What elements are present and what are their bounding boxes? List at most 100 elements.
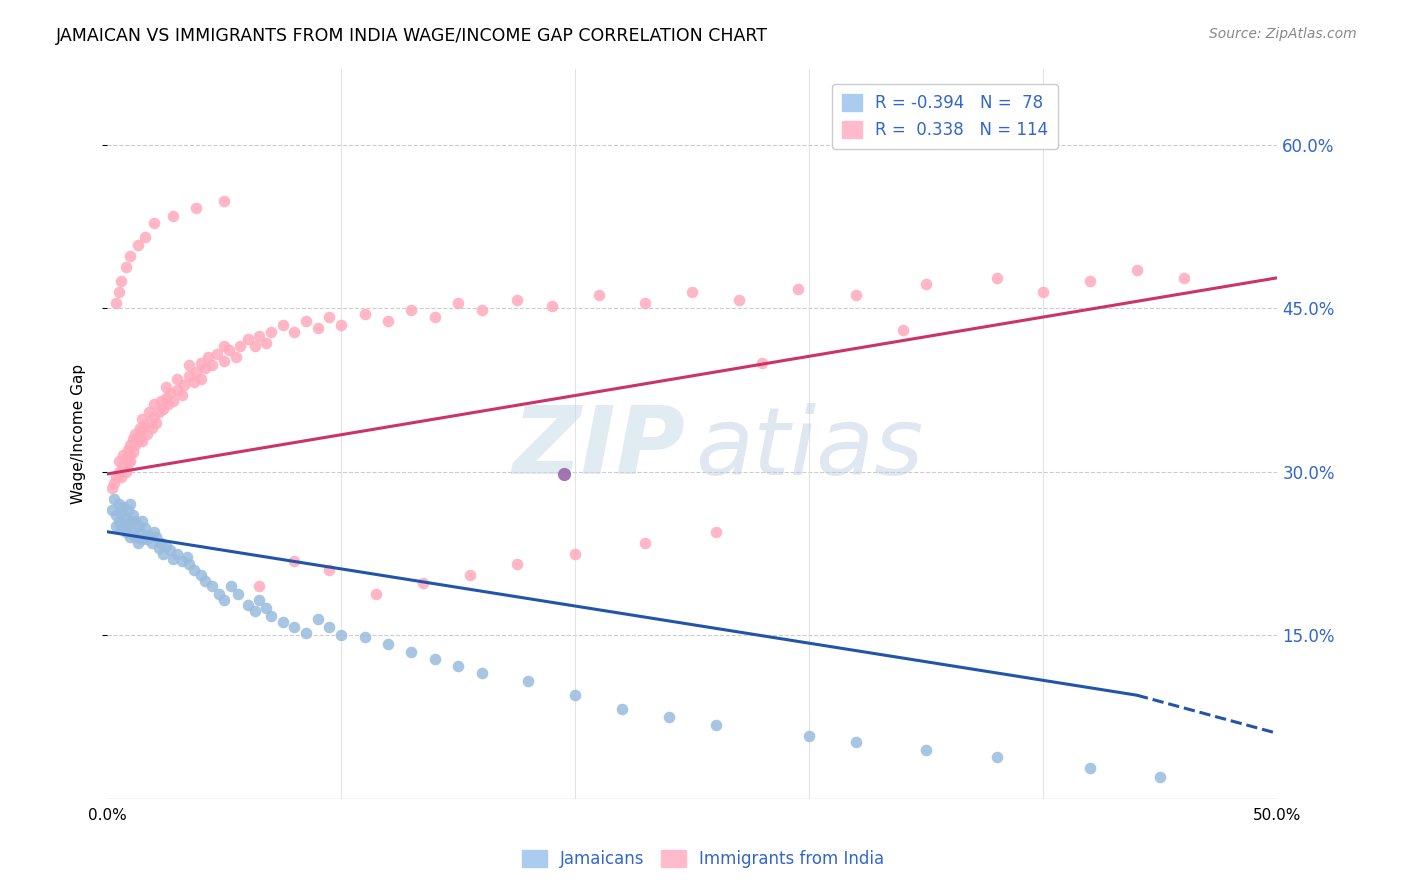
Point xyxy=(155,391,177,405)
Point xyxy=(134,419,156,434)
Point xyxy=(121,508,143,523)
Point xyxy=(353,307,375,321)
Point xyxy=(226,587,249,601)
Point xyxy=(915,742,938,756)
Point xyxy=(138,405,160,419)
Point xyxy=(704,524,727,539)
Point xyxy=(458,568,481,582)
Point xyxy=(107,465,129,479)
Point xyxy=(114,524,136,539)
Point xyxy=(353,631,375,645)
Point xyxy=(190,356,212,370)
Point xyxy=(517,674,540,689)
Point xyxy=(201,579,224,593)
Point xyxy=(107,498,129,512)
Point xyxy=(103,475,125,490)
Point xyxy=(471,303,494,318)
Point xyxy=(120,249,142,263)
Point xyxy=(131,514,153,528)
Point xyxy=(1078,761,1101,775)
Point xyxy=(283,554,305,568)
Point xyxy=(142,524,165,539)
Point xyxy=(149,393,172,408)
Point xyxy=(247,579,270,593)
Point xyxy=(751,356,773,370)
Point xyxy=(152,401,174,416)
Point xyxy=(197,351,219,365)
Point xyxy=(121,524,143,539)
Legend: Jamaicans, Immigrants from India: Jamaicans, Immigrants from India xyxy=(515,843,891,875)
Point xyxy=(1032,285,1054,299)
Point xyxy=(100,503,122,517)
Point xyxy=(243,604,266,618)
Point xyxy=(728,293,751,307)
Point xyxy=(330,628,353,642)
Point xyxy=(134,521,156,535)
Point xyxy=(704,717,727,731)
Point xyxy=(142,216,165,230)
Point xyxy=(295,626,318,640)
Point xyxy=(271,318,294,332)
Point xyxy=(110,274,132,288)
Point xyxy=(219,579,242,593)
Point xyxy=(283,619,305,633)
Point xyxy=(190,372,212,386)
Point xyxy=(891,323,914,337)
Point xyxy=(183,563,205,577)
Point xyxy=(183,376,205,390)
Y-axis label: Wage/Income Gap: Wage/Income Gap xyxy=(72,364,86,504)
Point xyxy=(120,449,142,463)
Point xyxy=(120,514,142,528)
Point xyxy=(162,209,184,223)
Point xyxy=(138,416,160,430)
Point xyxy=(681,285,703,299)
Point xyxy=(112,449,135,463)
Point xyxy=(283,326,305,340)
Point xyxy=(330,318,353,332)
Point xyxy=(447,296,470,310)
Point xyxy=(124,426,146,441)
Point xyxy=(103,491,125,506)
Point xyxy=(1173,270,1195,285)
Point xyxy=(173,377,195,392)
Point xyxy=(377,314,399,328)
Point xyxy=(107,454,129,468)
Point xyxy=(120,437,142,451)
Point xyxy=(307,612,329,626)
Point xyxy=(190,568,212,582)
Point xyxy=(366,587,388,601)
Point xyxy=(318,619,340,633)
Point xyxy=(170,388,193,402)
Point xyxy=(149,535,172,549)
Point xyxy=(112,517,135,532)
Point xyxy=(260,608,283,623)
Point xyxy=(634,296,657,310)
Point xyxy=(162,393,184,408)
Point xyxy=(127,519,149,533)
Point xyxy=(124,530,146,544)
Point xyxy=(127,238,149,252)
Point xyxy=(260,326,283,340)
Point xyxy=(412,576,434,591)
Point xyxy=(135,426,157,441)
Point xyxy=(117,519,139,533)
Point xyxy=(117,442,139,457)
Point xyxy=(131,423,153,437)
Point xyxy=(236,598,259,612)
Point xyxy=(105,508,128,523)
Point xyxy=(634,535,657,549)
Point xyxy=(127,535,149,549)
Point xyxy=(208,587,231,601)
Point xyxy=(162,552,184,566)
Point xyxy=(112,500,135,514)
Point xyxy=(148,405,170,419)
Point xyxy=(845,735,868,749)
Point xyxy=(1126,263,1149,277)
Point xyxy=(110,521,132,535)
Point xyxy=(114,465,136,479)
Point xyxy=(243,339,266,353)
Point xyxy=(124,514,146,528)
Point xyxy=(145,530,167,544)
Point xyxy=(401,303,423,318)
Point xyxy=(114,260,136,274)
